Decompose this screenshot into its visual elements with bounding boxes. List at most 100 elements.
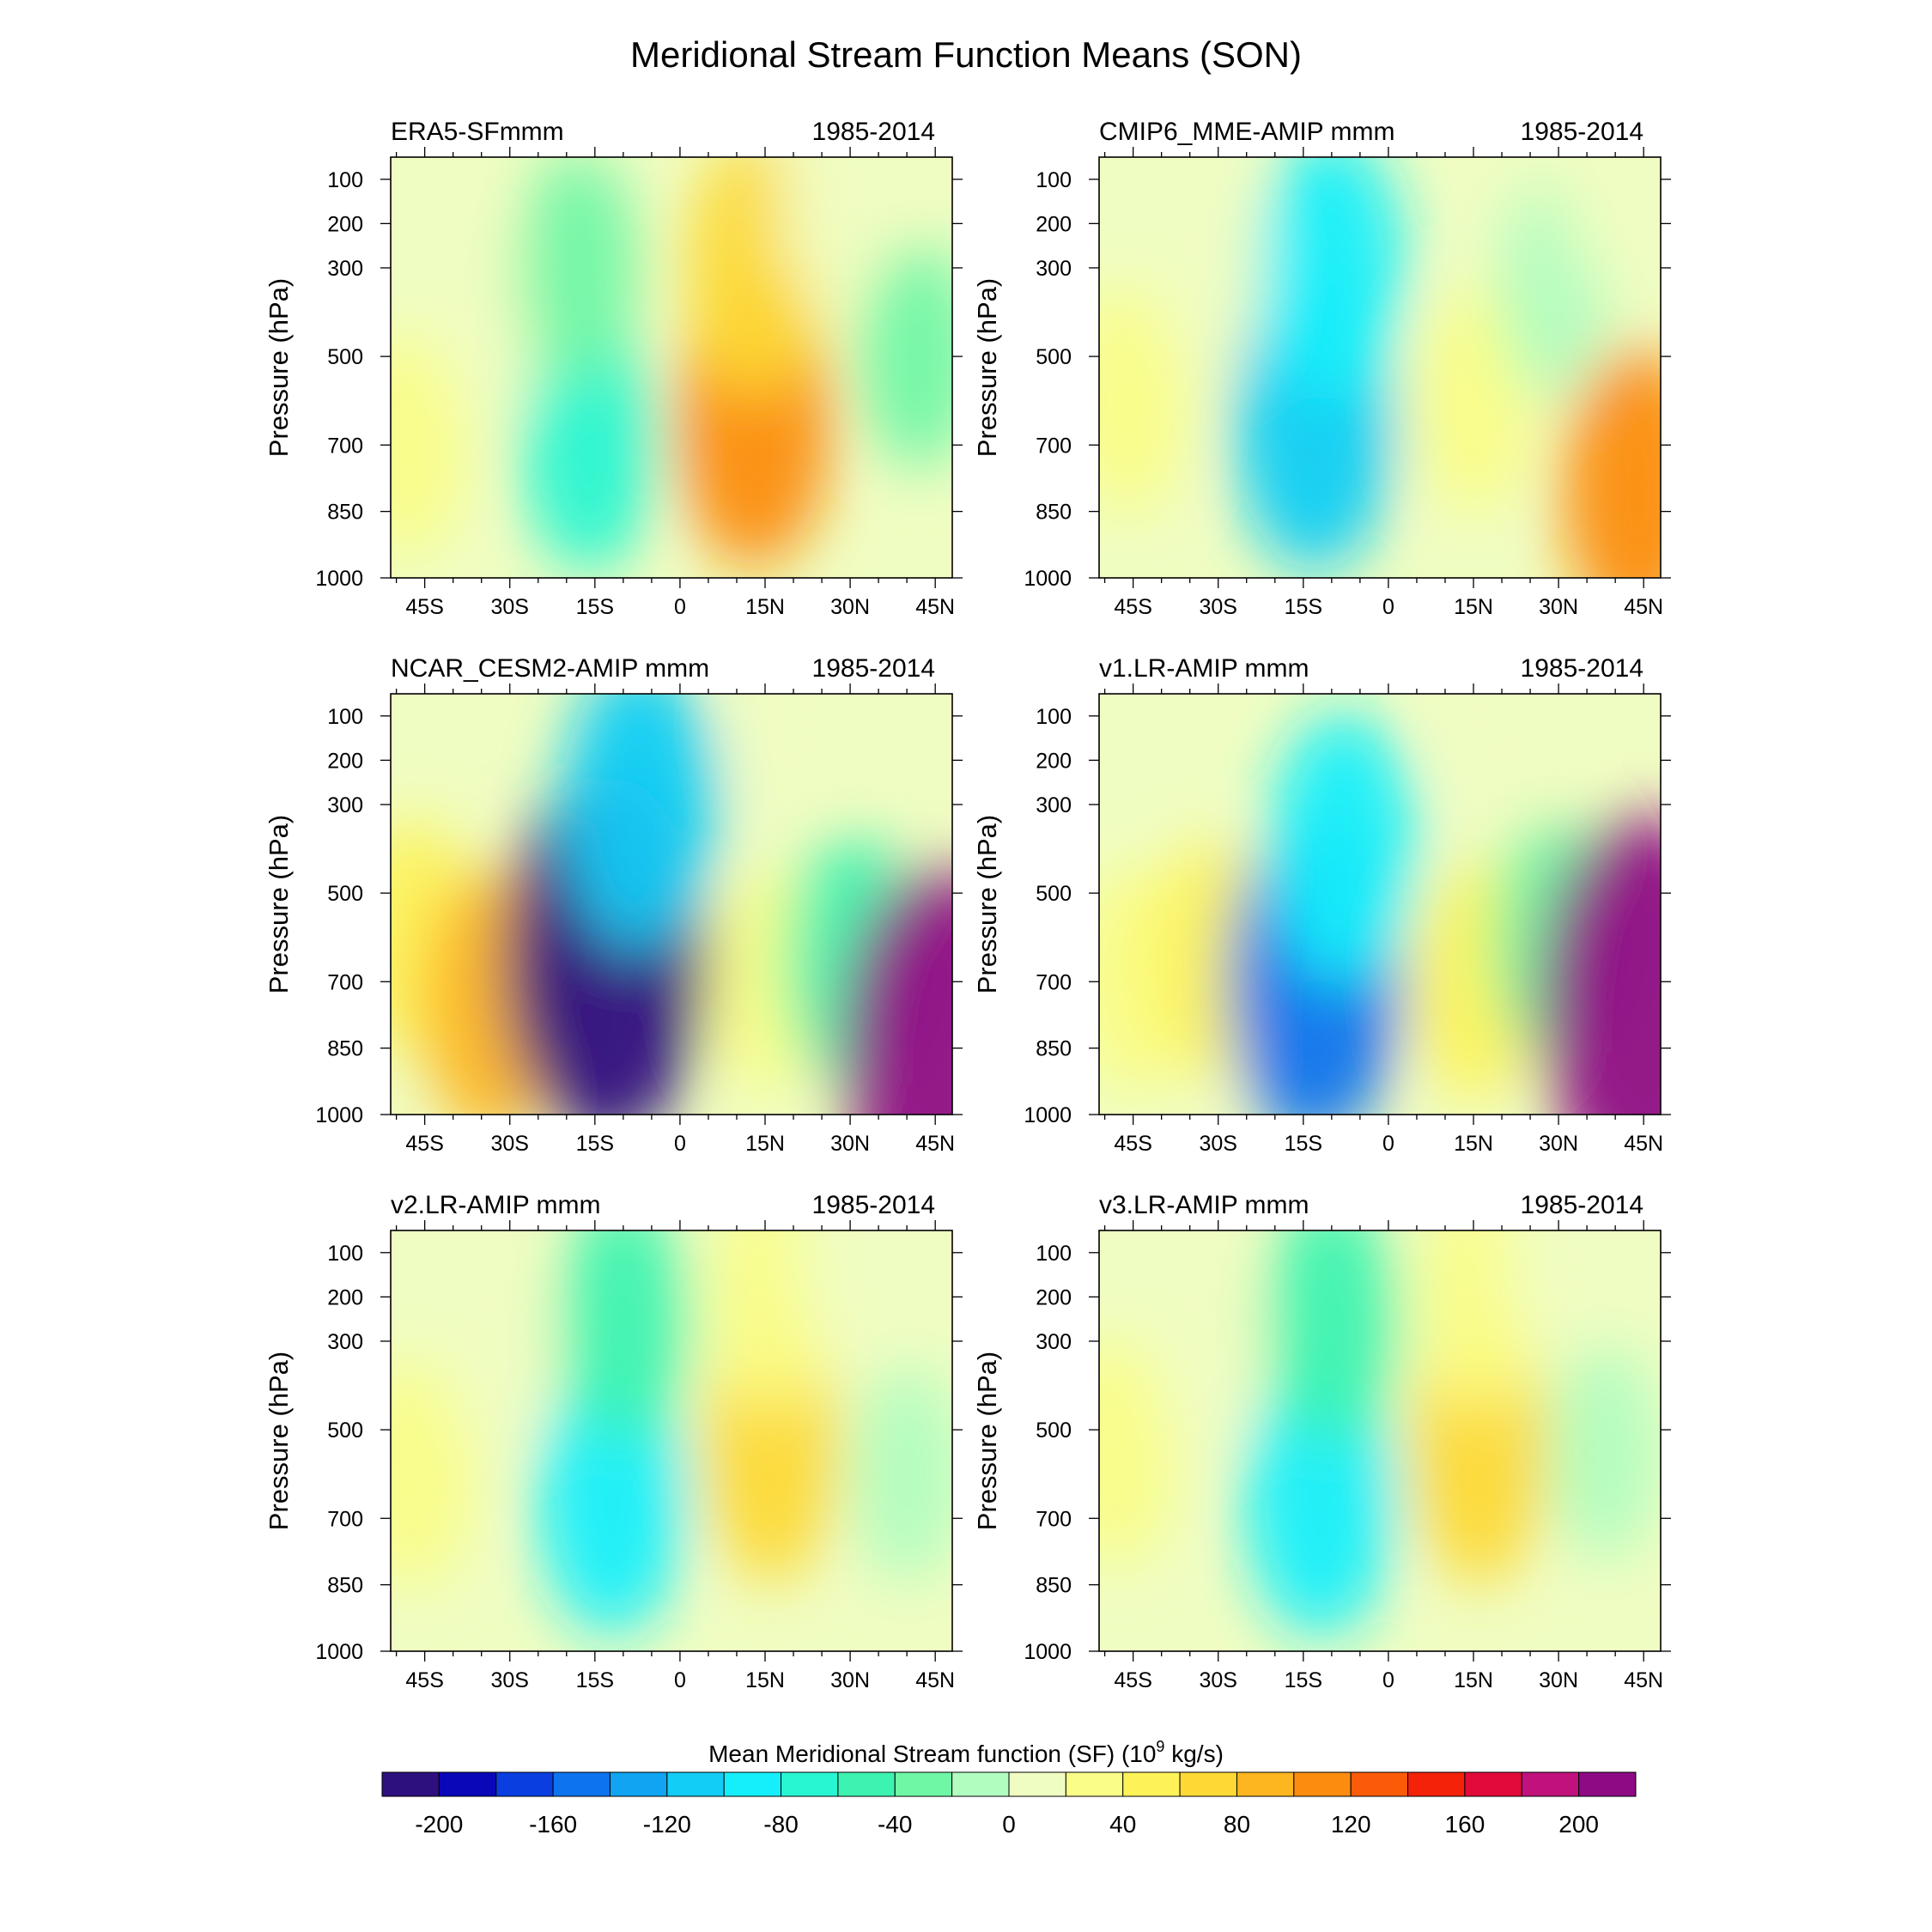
field-cell: [797, 1230, 903, 1358]
y-tick-label: 500: [1036, 1419, 1072, 1443]
x-tick-label: 0: [1382, 1132, 1394, 1156]
field-cell: [562, 694, 719, 951]
y-tick-label: 1000: [315, 1640, 363, 1664]
field-cell: [1260, 157, 1404, 404]
colorbar-box: [1122, 1771, 1181, 1797]
plot-frame: [390, 1230, 953, 1652]
y-tick-label: 200: [327, 1285, 363, 1309]
colorbar-label: -40: [878, 1811, 912, 1838]
y-tick-label: 200: [1036, 749, 1072, 773]
panel-period: 1985-2014: [812, 654, 935, 683]
field-cell: [1539, 816, 1661, 1115]
x-tick-label: 0: [674, 1668, 686, 1692]
y-tick-label: 850: [327, 1037, 363, 1061]
y-tick-label: 1000: [315, 1103, 363, 1127]
field-cell: [434, 207, 540, 417]
y-tick-label: 500: [327, 1419, 363, 1443]
y-tick-label: 500: [1036, 345, 1072, 369]
plot-area: [1099, 1230, 1661, 1651]
colorbar-box: [609, 1771, 668, 1797]
colorbar-title-suffix: kg/s): [1164, 1741, 1223, 1767]
y-tick-label: 300: [327, 1330, 363, 1354]
colorbar-label: -80: [763, 1811, 798, 1838]
x-tick-label: 45S: [405, 1132, 443, 1156]
x-tick-label: 30N: [830, 595, 870, 619]
field-cell: [391, 1359, 472, 1589]
panel-6: 45S 30S 15S 0 15N 30N 45N 100 200 300 500 700 850 100…: [972, 1191, 1671, 1692]
colorbar-box: [951, 1771, 1010, 1797]
y-tick-label: 700: [327, 434, 363, 458]
x-tick-label: 30N: [1539, 1668, 1578, 1692]
x-tick-label: 30S: [490, 595, 528, 619]
panel-2: 45S 30S 15S 0 15N 30N 45N 100 200 300 500 700 850 100…: [972, 118, 1671, 619]
x-tick-label: 30S: [490, 1132, 528, 1156]
y-tick-label: 1000: [1024, 1103, 1072, 1127]
x-tick-label: 45N: [915, 595, 955, 619]
colorbar-box: [495, 1771, 554, 1797]
colorbar-label: 200: [1558, 1811, 1599, 1838]
colorbar-label: -160: [529, 1811, 577, 1838]
colorbar-box: [438, 1771, 497, 1797]
x-tick-label: 45S: [1114, 595, 1151, 619]
colorbar-box: [781, 1771, 839, 1797]
colorbar-boxes: [381, 1771, 1637, 1797]
colorbar-label: -200: [415, 1811, 463, 1838]
y-tick-label: 500: [1036, 882, 1072, 906]
field-cell: [1099, 286, 1187, 516]
y-tick-label: 300: [1036, 1330, 1072, 1354]
y-tick-label: 850: [1036, 1037, 1072, 1061]
field-cells: [1099, 694, 1661, 1115]
x-tick-label: 15S: [1285, 595, 1322, 619]
colorbar-box: [381, 1771, 440, 1797]
colorbar-label: 160: [1445, 1811, 1485, 1838]
y-tick-label: 100: [1036, 168, 1072, 192]
field-cell: [1266, 1230, 1398, 1446]
panel-4: 45S 30S 15S 0 15N 30N 45N 100 200 300 500 700 850 100…: [972, 654, 1671, 1156]
x-tick-label: 15N: [745, 1668, 785, 1692]
colorbar-box: [1008, 1771, 1066, 1797]
y-tick-label: 300: [1036, 257, 1072, 281]
field-cell: [522, 317, 657, 574]
x-tick-label: 30S: [1199, 1132, 1236, 1156]
y-tick-label: 850: [327, 501, 363, 525]
colorbar-box: [723, 1771, 782, 1797]
colorbar-box: [1578, 1771, 1637, 1797]
field-cell: [1148, 1236, 1255, 1447]
y-tick-label: 100: [327, 168, 363, 192]
x-tick-label: 30S: [1199, 595, 1236, 619]
x-tick-label: 45S: [405, 595, 443, 619]
x-tick-label: 45N: [1624, 1668, 1663, 1692]
x-tick-label: 30N: [830, 1132, 870, 1156]
y-tick-label: 300: [1036, 793, 1072, 817]
y-tick-label: 1000: [315, 567, 363, 591]
y-tick-label: 300: [327, 793, 363, 817]
colorbar-title-exponent: 9: [1156, 1738, 1164, 1755]
x-tick-label: 45N: [1624, 595, 1663, 619]
y-tick-label: 200: [1036, 212, 1072, 236]
colorbar-title: Mean Meridional Stream function (SF) (10…: [708, 1738, 1224, 1767]
y-tick-label: 700: [327, 1507, 363, 1531]
panels: 45S 30S 15S 0 15N 30N 45N 100 200 300 500 700 850 100…: [264, 118, 1671, 1692]
plot-frame: [1098, 156, 1662, 579]
y-tick-label: 200: [1036, 1285, 1072, 1309]
x-tick-label: 30S: [1199, 1668, 1236, 1692]
colorbar-box: [552, 1771, 611, 1797]
colorbar-title-text: Mean Meridional Stream function (SF) (10: [708, 1741, 1156, 1767]
colorbar-box: [1350, 1771, 1409, 1797]
field-cell: [1416, 288, 1531, 513]
x-tick-label: 0: [1382, 595, 1394, 619]
y-tick-label: 1000: [1024, 1640, 1072, 1664]
y-tick-label: 850: [327, 1574, 363, 1598]
y-tick-label: 100: [327, 1242, 363, 1266]
field-cells: [1099, 157, 1661, 578]
plot-frame: [1098, 693, 1662, 1115]
x-tick-label: 30N: [1539, 595, 1578, 619]
x-tick-label: 15N: [1454, 1668, 1493, 1692]
field-cell: [1505, 1230, 1612, 1358]
x-tick-label: 45N: [1624, 1132, 1663, 1156]
x-tick-label: 0: [1382, 1668, 1394, 1692]
x-tick-label: 15S: [576, 595, 614, 619]
x-tick-label: 15S: [576, 1132, 614, 1156]
field-cell: [391, 332, 465, 558]
x-tick-label: 30N: [1539, 1132, 1578, 1156]
